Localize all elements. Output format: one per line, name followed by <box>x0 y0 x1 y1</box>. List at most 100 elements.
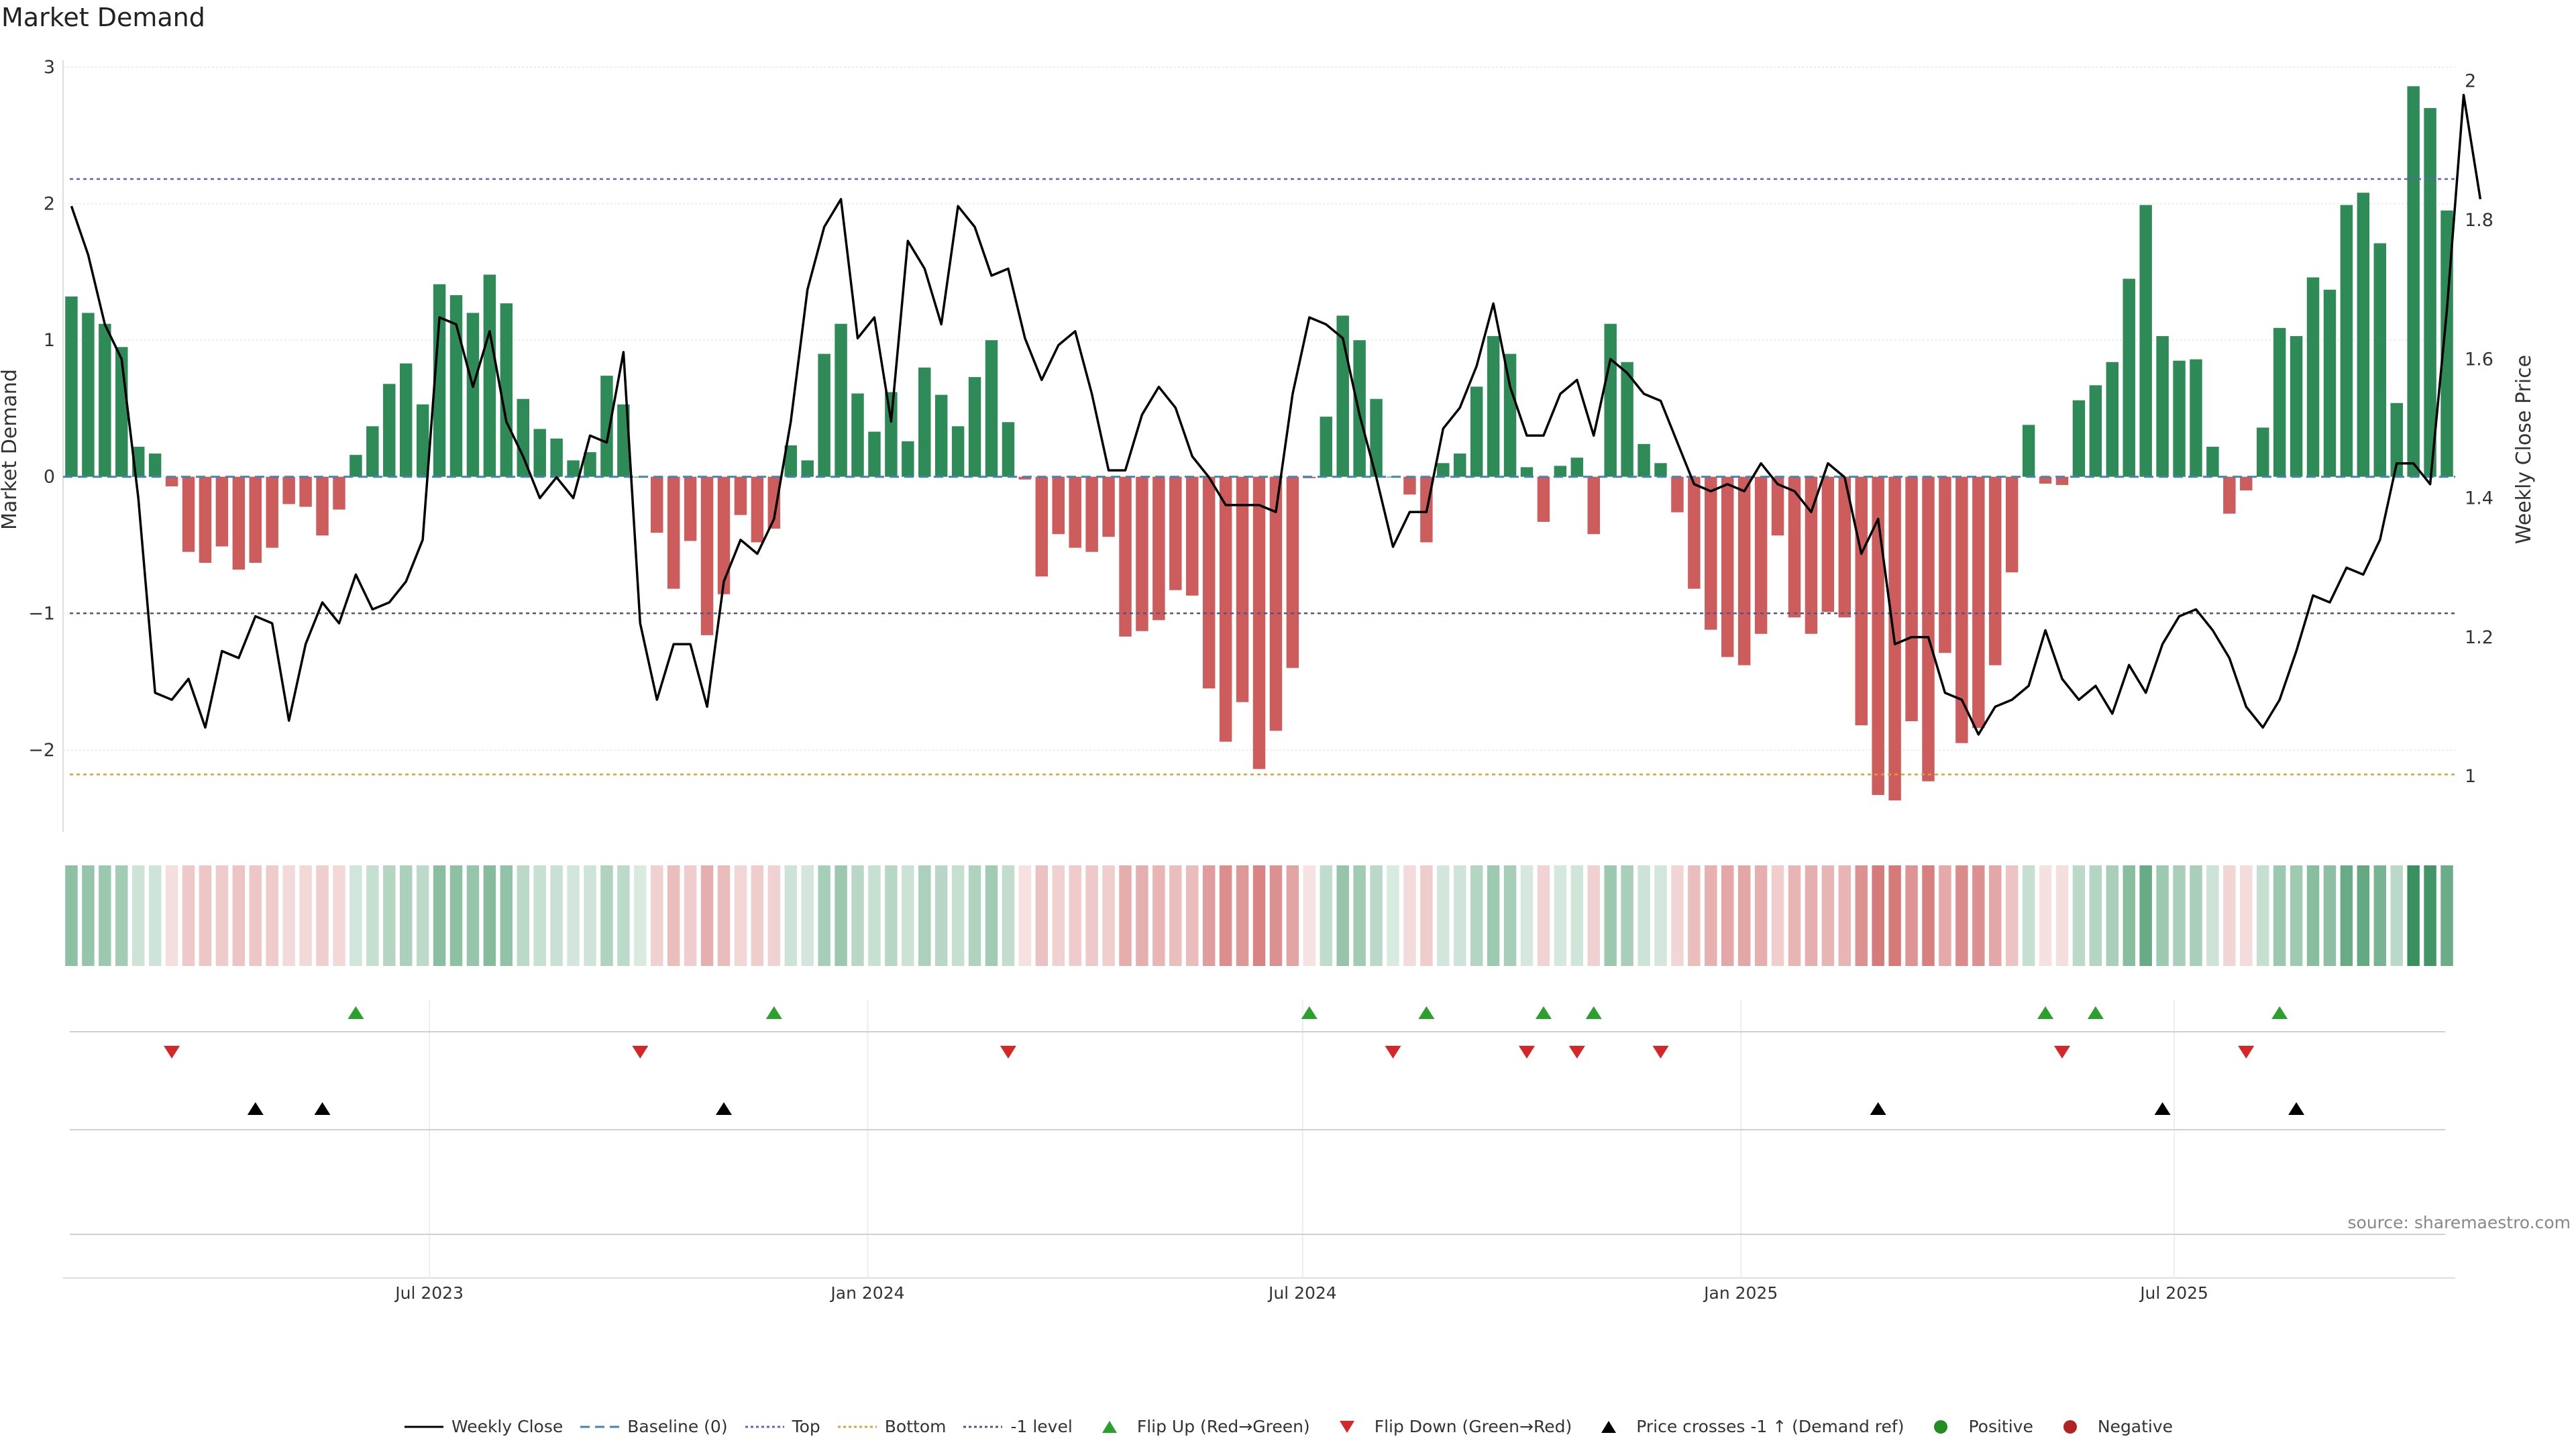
y2-tick-label: 1.6 <box>2465 349 2493 370</box>
heat-strip-cell <box>1252 865 1266 966</box>
heat-strip-cell <box>1186 865 1199 966</box>
legend-price-cross-label: Price crosses -1 ↑ (Demand ref) <box>1636 1417 1904 1436</box>
demand-bar <box>1737 476 1751 665</box>
heat-strip-cell <box>2072 865 2086 966</box>
heat-strip-cell <box>1152 865 1165 966</box>
heat-strip-cell <box>2039 865 2052 966</box>
flip-up-marker <box>1585 1006 1602 1019</box>
heat-strip-cell <box>717 865 731 966</box>
x-tick-label: Jul 2025 <box>2139 1283 2208 1303</box>
demand-bar <box>684 476 697 541</box>
heat-strip-cell <box>1554 865 1567 966</box>
heat-strip-cell <box>1939 865 1951 966</box>
price-cross-marker <box>247 1102 264 1115</box>
demand-bar <box>483 274 496 477</box>
heat-strip-cell <box>1102 865 1115 966</box>
legend-weekly-close-swatch <box>403 1417 445 1436</box>
demand-bar <box>500 303 513 477</box>
heat-strip-cell <box>1035 865 1049 966</box>
demand-bar <box>533 429 546 477</box>
demand-bar <box>1855 476 1868 726</box>
heat-strip-cell <box>985 865 998 966</box>
demand-bar <box>2340 205 2353 477</box>
heat-strip-cell <box>2290 865 2303 966</box>
heat-strip-cell <box>2273 865 2286 966</box>
price-cross-marker <box>314 1102 331 1115</box>
legend-flip-up: Flip Up (Red→Green) <box>1089 1417 1310 1436</box>
legend-top: Top <box>744 1417 820 1436</box>
heat-strip-cell <box>1888 865 1901 966</box>
heat-strip-cell <box>1587 865 1600 966</box>
heat-strip-cell <box>767 865 781 966</box>
heat-strip-cell <box>148 865 162 966</box>
x-tick-label: Jul 2023 <box>394 1283 464 1303</box>
heat-strip-cell <box>2440 865 2453 966</box>
y2-tick-label: 2 <box>2465 71 2476 92</box>
demand-bar <box>751 476 764 543</box>
flip-up-marker <box>765 1006 782 1019</box>
flip-down-marker <box>1652 1046 1669 1059</box>
heat-strip-cell <box>1805 865 1818 966</box>
heat-strip-cell <box>851 865 864 966</box>
demand-bar <box>1972 476 1985 729</box>
demand-bar <box>2390 402 2403 477</box>
heat-strip-cell <box>1638 865 1650 966</box>
demand-bar <box>1503 354 1517 477</box>
heat-strip-cell <box>266 865 278 966</box>
demand-bar <box>801 460 814 477</box>
demand-bar <box>1219 476 1232 742</box>
heat-strip-cell <box>2407 865 2420 966</box>
heat-strip-cell <box>2190 865 2202 966</box>
demand-bar <box>1721 476 1734 657</box>
y-tick-label: −2 <box>28 740 55 761</box>
demand-bar <box>416 404 429 477</box>
demand-bar <box>1470 386 1483 477</box>
demand-bar <box>1236 476 1249 702</box>
demand-bar <box>818 354 830 477</box>
demand-bar <box>2373 243 2387 477</box>
demand-bar <box>651 476 663 533</box>
demand-bar <box>1403 476 1416 495</box>
heat-strip-cell <box>1604 865 1617 966</box>
y-tick-label: 2 <box>44 194 55 215</box>
demand-bar <box>1922 476 1935 782</box>
flip-down-triangle-icon <box>1326 1417 1368 1436</box>
demand-bar <box>215 476 229 547</box>
demand-bar <box>2323 289 2337 477</box>
demand-bar <box>165 476 178 486</box>
demand-bar <box>717 476 731 594</box>
heat-strip-cell <box>416 865 429 966</box>
heat-strip-cell <box>249 865 262 966</box>
heat-strip-cell <box>1286 865 1299 966</box>
heat-strip-cell <box>2306 865 2320 966</box>
heat-strip-cell <box>2173 865 2186 966</box>
demand-bar <box>550 438 563 477</box>
demand-bar <box>1320 417 1332 477</box>
legend-negative-label: Negative <box>2097 1417 2174 1436</box>
y2-tick-label: 1.2 <box>2465 627 2493 648</box>
heat-strip-cell <box>517 865 529 966</box>
legend-flip-down-label: Flip Down (Green→Red) <box>1374 1417 1572 1436</box>
demand-bar <box>1905 476 1918 722</box>
heat-strip-cell <box>1688 865 1701 966</box>
demand-bar <box>1136 476 1148 631</box>
demand-bar <box>600 376 613 477</box>
demand-bar <box>2022 425 2035 477</box>
heat-strip-cell <box>466 865 480 966</box>
heat-strip-cell <box>835 865 847 966</box>
demand-bar <box>2407 86 2420 477</box>
demand-bar <box>266 476 278 548</box>
demand-bar <box>835 323 847 477</box>
heat-strip-cell <box>667 865 680 966</box>
legend-weekly-close: Weekly Close <box>403 1417 563 1436</box>
heat-strip-cell <box>65 865 78 966</box>
heat-strip-cell <box>751 865 764 966</box>
demand-bar <box>333 476 345 510</box>
heat-strip-cell <box>951 865 965 966</box>
heat-strip-cell <box>1236 865 1249 966</box>
heat-strip-cell <box>902 865 914 966</box>
heat-strip-cell <box>651 865 663 966</box>
heat-strip-cell <box>199 865 212 966</box>
demand-bar <box>1520 467 1534 477</box>
